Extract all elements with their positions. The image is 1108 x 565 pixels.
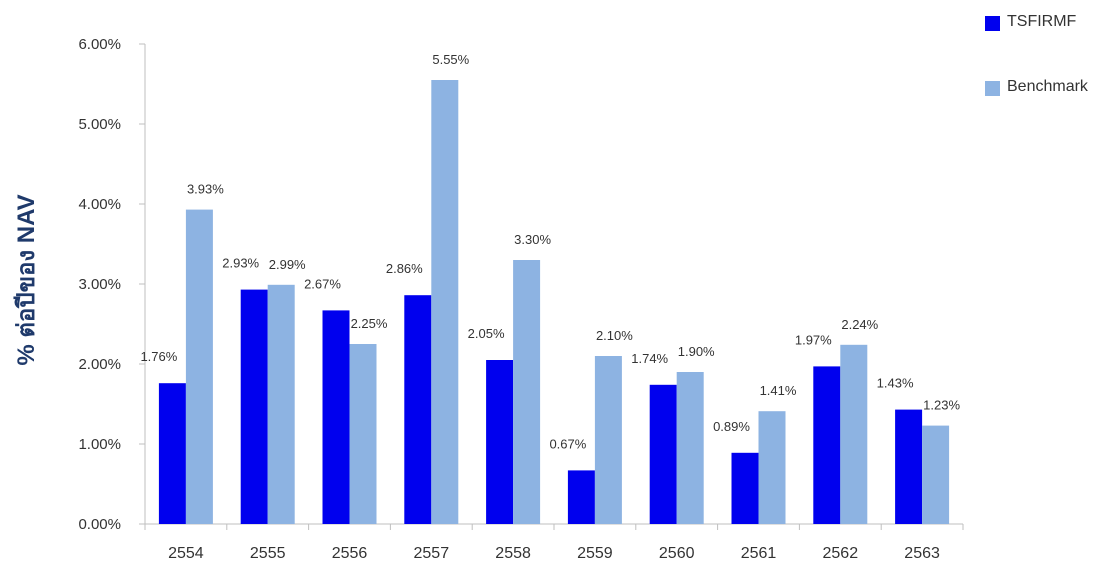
bar-benchmark-2561 [758,411,786,524]
bar-tsfirmf-2556 [322,310,350,524]
x-tick-label: 2559 [577,545,613,562]
bar-tsfirmf-2555 [240,289,268,524]
bar-tsfirmf-2561 [731,452,759,524]
x-tick-label: 2562 [823,545,859,562]
data-label-benchmark-2554: 3.93% [187,182,224,197]
legend-swatch-tsfirmf [985,16,1000,31]
bar-tsfirmf-2562 [813,366,841,524]
legend-swatch-benchmark [985,81,1000,96]
data-label-benchmark-2556: 2.25% [351,316,388,331]
y-tick-label: 3.00% [78,276,121,293]
data-label-tsfirmf-2557: 2.86% [386,261,423,276]
x-tick-label: 2557 [414,545,450,562]
data-label-benchmark-2559: 2.10% [596,328,633,343]
bar-tsfirmf-2554 [158,383,186,524]
x-tick-label: 2555 [250,545,286,562]
bar-benchmark-2557 [431,80,459,524]
y-tick-label: 2.00% [78,356,121,373]
legend: TSFIRMF Benchmark [985,13,1089,96]
data-label-tsfirmf-2563: 1.43% [877,376,914,391]
x-tick-label: 2563 [904,545,940,562]
bar-tsfirmf-2560 [649,384,677,524]
y-tick-label: 1.00% [78,436,121,453]
data-label-benchmark-2557: 5.55% [432,52,469,67]
bar-benchmark-2563 [922,425,950,524]
x-tick-label: 2561 [741,545,777,562]
y-tick-label: 5.00% [78,116,121,133]
data-label-tsfirmf-2560: 1.74% [631,351,668,366]
data-label-benchmark-2562: 2.24% [841,317,878,332]
x-tick-label: 2554 [168,545,204,562]
legend-label-tsfirmf: TSFIRMF [1007,13,1077,30]
bar-benchmark-2556 [349,344,377,524]
bar-tsfirmf-2559 [567,470,595,524]
bar-benchmark-2559 [594,356,622,524]
data-label-benchmark-2560: 1.90% [678,344,715,359]
y-tick-label: 4.00% [78,196,121,213]
data-label-tsfirmf-2554: 1.76% [140,349,177,364]
data-label-tsfirmf-2555: 2.93% [222,256,259,271]
data-label-tsfirmf-2556: 2.67% [304,276,341,291]
bar-benchmark-2562 [840,344,868,524]
bar-benchmark-2554 [185,209,213,524]
data-label-tsfirmf-2561: 0.89% [713,419,750,434]
x-tick-label: 2556 [332,545,368,562]
data-label-benchmark-2563: 1.23% [923,398,960,413]
y-axis: 0.00% 1.00% 2.00% 3.00% 4.00% 5.00% 6.00% [78,36,146,533]
data-label-benchmark-2561: 1.41% [760,383,797,398]
data-label-benchmark-2558: 3.30% [514,232,551,247]
bar-benchmark-2560 [676,372,704,524]
bar-benchmark-2558 [513,260,541,524]
bar-benchmark-2555 [267,284,295,524]
data-labels: 1.76% 3.93% 2.93% 2.99% 2.67% 2.25% 2.86% 5.55%… [140,52,960,451]
x-tick-label: 2558 [495,545,531,562]
legend-label-benchmark: Benchmark [1007,78,1089,95]
data-label-tsfirmf-2559: 0.67% [549,436,586,451]
y-tick-label: 0.00% [78,516,121,533]
data-label-benchmark-2555: 2.99% [269,257,306,272]
bar-tsfirmf-2563 [895,409,923,524]
bars [158,80,950,524]
bar-tsfirmf-2557 [404,295,432,524]
bar-tsfirmf-2558 [486,360,514,524]
y-tick-label: 6.00% [78,36,121,53]
x-axis: 2554 2555 2556 2557 2558 2559 2560 2561 2562 2563 [144,523,964,562]
data-label-tsfirmf-2558: 2.05% [468,326,505,341]
data-label-tsfirmf-2562: 1.97% [795,332,832,347]
x-tick-label: 2560 [659,545,695,562]
y-axis-title: % ต่อปีของ NAV [13,194,40,365]
